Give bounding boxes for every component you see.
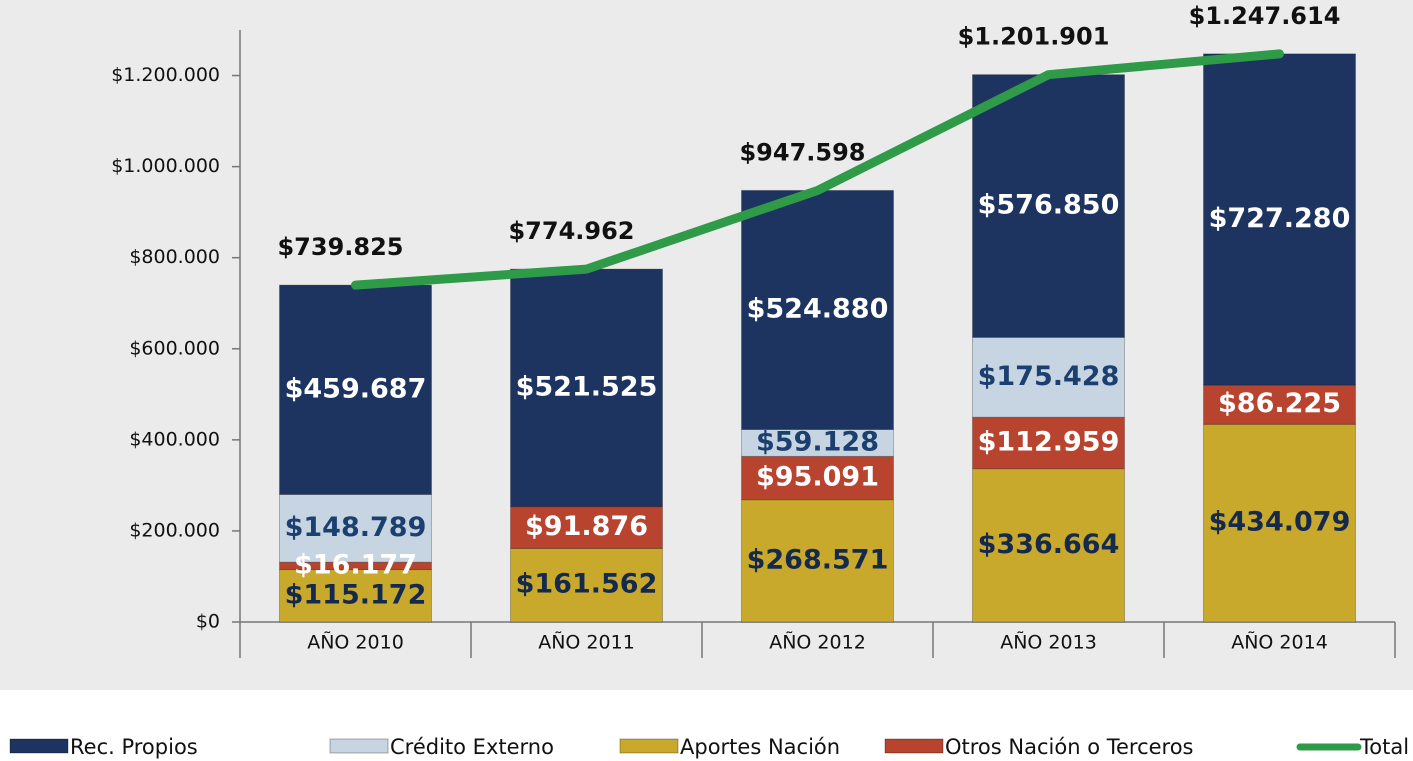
total-label: $739.825 <box>277 233 403 261</box>
segment-label: $95.091 <box>756 462 879 493</box>
segment-label: $524.880 <box>747 293 889 324</box>
bar-segment <box>510 268 663 508</box>
bar-segment <box>1203 53 1356 386</box>
legend-swatch <box>329 738 389 754</box>
y-tick-label: $0 <box>196 611 220 633</box>
bar-segment <box>972 468 1125 623</box>
bar-segment <box>279 284 432 495</box>
y-tick-label: $800.000 <box>129 246 220 268</box>
bar-segment <box>741 189 894 430</box>
segment-label: $268.571 <box>747 544 889 575</box>
y-tick-label: $600.000 <box>129 337 220 359</box>
legend-label: Otros Nación o Terceros <box>945 735 1194 759</box>
y-tick-label: $1.000.000 <box>111 155 220 177</box>
legend-swatch <box>884 738 944 754</box>
x-tick-label: AÑO 2011 <box>538 631 635 654</box>
total-label: $1.201.901 <box>958 23 1110 51</box>
legend-swatch <box>619 738 679 754</box>
bar-segment <box>1203 384 1356 425</box>
bar-segment <box>1203 423 1356 623</box>
segment-label: $115.172 <box>285 579 427 610</box>
segment-label: $434.079 <box>1209 507 1351 538</box>
segment-label: $148.789 <box>285 512 427 543</box>
segment-label: $59.128 <box>756 426 879 457</box>
x-tick-label: AÑO 2012 <box>769 631 866 654</box>
x-tick-label: AÑO 2014 <box>1231 631 1328 654</box>
y-tick-label: $200.000 <box>129 519 220 541</box>
bar-segment <box>741 428 894 457</box>
total-label: $947.598 <box>739 138 865 166</box>
segment-label: $86.225 <box>1218 388 1341 419</box>
bar-segment <box>741 455 894 501</box>
legend-label: Rec. Propios <box>70 735 198 759</box>
segment-label: $112.959 <box>978 426 1120 457</box>
segment-label: $727.280 <box>1209 203 1351 234</box>
bar-segment <box>279 493 432 563</box>
segment-label: $175.428 <box>978 361 1120 392</box>
segment-label: $336.664 <box>978 529 1120 560</box>
total-label: $774.962 <box>508 217 634 245</box>
x-tick-label: AÑO 2013 <box>1000 631 1097 654</box>
segment-label: $91.876 <box>525 511 648 542</box>
bar-segment <box>741 499 894 623</box>
legend-swatch <box>9 738 69 754</box>
y-tick-label: $400.000 <box>129 428 220 450</box>
segment-label: $521.525 <box>516 371 658 402</box>
x-tick-label: AÑO 2010 <box>307 631 404 654</box>
legend-label: Aportes Nación <box>680 735 840 759</box>
total-label: $1.247.614 <box>1189 2 1341 30</box>
legend-label: Crédito Externo <box>390 735 554 759</box>
legend-label: Total <box>1359 735 1409 759</box>
bar-segment <box>972 336 1125 418</box>
segment-label: $459.687 <box>285 373 427 404</box>
segment-label: $16.177 <box>294 549 417 580</box>
segment-label: $161.562 <box>516 569 658 600</box>
bar-segment <box>972 74 1125 338</box>
chart-background <box>0 0 1413 690</box>
y-tick-label: $1.200.000 <box>111 64 220 86</box>
segment-label: $576.850 <box>978 190 1120 221</box>
total-line <box>351 49 1284 290</box>
